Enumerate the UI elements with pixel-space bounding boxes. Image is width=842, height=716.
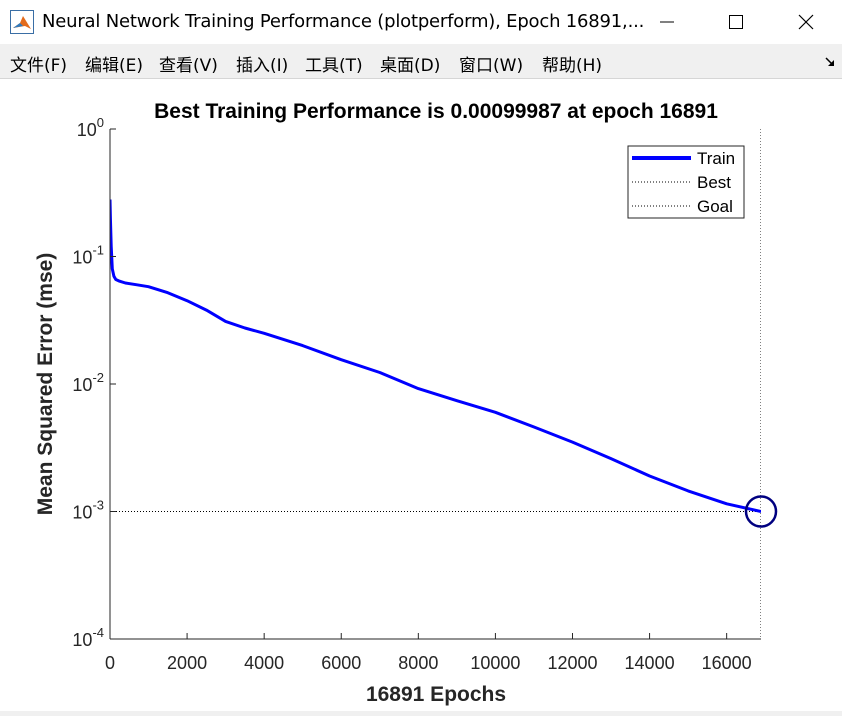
x-tick-label: 12000 [547,653,597,673]
y-tick-label: 10-4 [72,625,104,650]
menu-help[interactable]: 帮助(H) [542,56,603,76]
menu-edit[interactable]: 编辑(E) [85,56,144,76]
legend: Train Best Goal [627,145,745,219]
menu-file[interactable]: 文件(F) [10,56,68,76]
x-tick-label: 4000 [244,653,284,673]
close-icon [798,14,814,30]
menu-tools[interactable]: 工具(T) [305,56,363,76]
chart-title: Best Training Performance is 0.00099987 … [154,100,718,123]
matlab-icon [10,10,34,34]
train-line [110,199,761,513]
close-button[interactable] [784,6,828,38]
y-tick-label: 10-3 [72,498,104,523]
menu-bar: 文件(F) 编辑(E) 查看(V) 插入(I) 工具(T) 桌面(D) 窗口(W… [0,44,842,79]
menu-view[interactable]: 查看(V) [159,56,218,76]
y-tick-label: 10-1 [72,243,104,268]
y-tick-label: 100 [77,115,104,140]
performance-chart: Best Training Performance is 0.00099987 … [34,100,778,706]
figure-area: Best Training Performance is 0.00099987 … [0,79,842,711]
maximize-icon [729,15,743,29]
minimize-icon [660,21,674,23]
legend-best-label: Best [697,173,731,192]
x-tick-label: 8000 [398,653,438,673]
title-bar: Neural Network Training Performance (plo… [0,0,842,44]
menu-desktop[interactable]: 桌面(D) [380,56,441,76]
x-tick-label: 16000 [702,653,752,673]
legend-goal-label: Goal [697,197,733,216]
window-title: Neural Network Training Performance (plo… [42,11,645,32]
x-tick-label: 14000 [625,653,675,673]
minimize-button[interactable] [645,6,689,38]
menu-window[interactable]: 窗口(W) [459,56,524,76]
x-axis-label: 16891 Epochs [366,683,506,706]
x-tick-label: 0 [105,653,115,673]
y-axis-label: Mean Squared Error (mse) [34,253,57,516]
maximize-button[interactable] [714,6,758,38]
x-tick-label: 6000 [321,653,361,673]
best-point-marker [744,495,778,528]
y-tick-label: 10-2 [72,370,104,395]
legend-train-label: Train [697,149,735,168]
x-tick-label: 10000 [470,653,520,673]
dock-arrow-icon[interactable] [824,56,836,68]
x-tick-label: 2000 [167,653,207,673]
menu-insert[interactable]: 插入(I) [236,56,289,76]
